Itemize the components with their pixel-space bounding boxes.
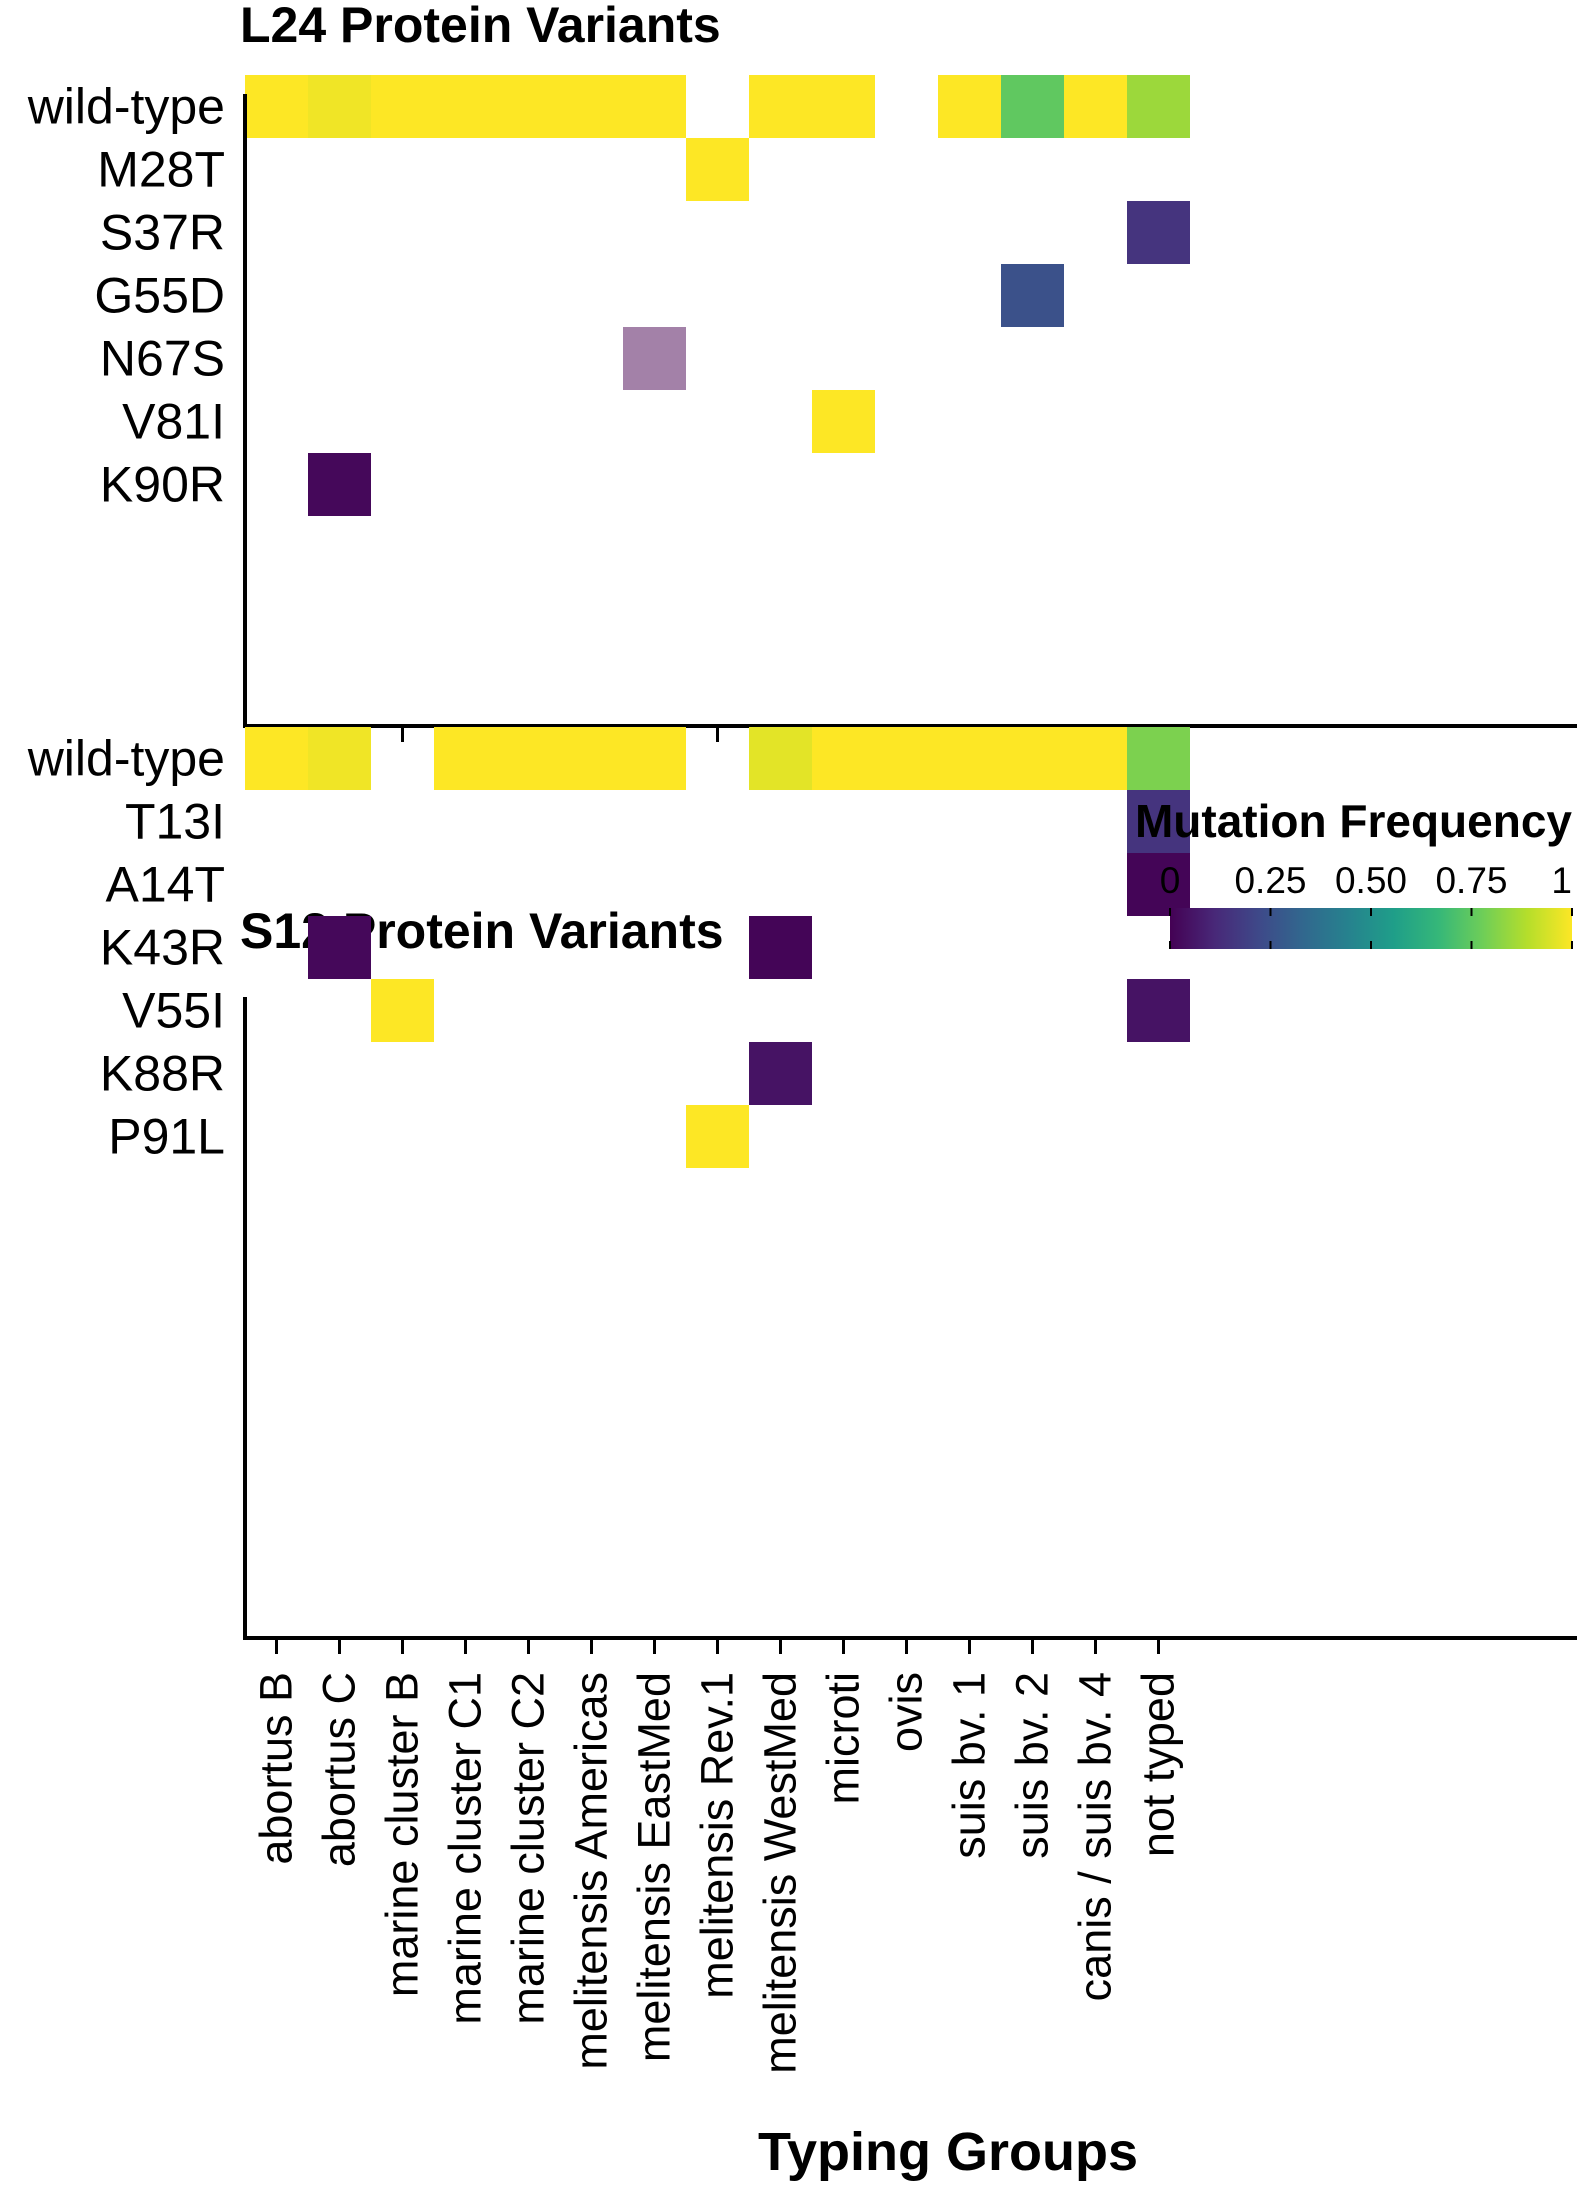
s12-cell-wild-type-melitensis-americas	[560, 727, 623, 790]
x-category-label-melitensis-eastmed: melitensis EastMed	[629, 1672, 680, 2062]
l24-heatmap-panel: L24 Protein Variants wild-type M28T S37R G5…	[27, 0, 1577, 742]
l24-row-label-n67s: N67S	[100, 331, 225, 387]
l24-cell-wild-type-canis-suis-bv-4	[1064, 75, 1127, 138]
l24-cell-wild-type-melitensis-westmed	[749, 75, 812, 138]
x-category-label-not-typed: not typed	[1133, 1672, 1184, 1857]
s12-cell-wild-type-abortus-c	[308, 727, 371, 790]
legend-ticks: 0 0.25 0.50 0.75 1	[1160, 860, 1573, 949]
s12-cell-k88r-melitensis-westmed	[749, 1042, 812, 1105]
l24-cell-wild-type-marine-cluster-b	[371, 75, 434, 138]
l24-cell-g55d-suis-bv-2	[1001, 264, 1064, 327]
l24-cell-wild-type-marine-cluster-c1	[434, 75, 497, 138]
x-category-label-suis-bv-2: suis bv. 2	[1007, 1672, 1058, 1859]
s12-cell-k43r-abortus-c	[308, 916, 371, 979]
s12-row-label-k43r: K43R	[100, 920, 225, 976]
l24-cell-s37r-not-typed	[1127, 201, 1190, 264]
l24-cell-wild-type-abortus-c	[308, 75, 371, 138]
legend-tick-label: 0.25	[1234, 860, 1306, 901]
s12-row-label-t13i: T13I	[125, 794, 225, 850]
l24-row-labels: wild-type M28T S37R G55D N67S V81I K90R	[27, 79, 225, 513]
x-category-label-microti: microti	[818, 1672, 869, 1805]
s12-cell-wild-type-melitensis-eastmed	[623, 727, 686, 790]
s12-cell-p91l-melitensis-rev-1	[686, 1105, 749, 1168]
s12-cell-wild-type-abortus-b	[245, 727, 308, 790]
s12-row-labels: wild-type T13I A14T K43R V55I K88R P91L	[27, 731, 225, 1165]
s12-heatmap-panel: S12 Protein Variants wild-typeT13IA14TK4…	[27, 727, 1577, 1654]
s12-cell-v55i-marine-cluster-b	[371, 979, 434, 1042]
s12-row-label-k88r: K88R	[100, 1046, 225, 1102]
x-category-label-suis-bv-1: suis bv. 1	[944, 1672, 995, 1859]
s12-cell-wild-type-suis-bv-2	[1001, 727, 1064, 790]
l24-row-label-v81i: V81I	[122, 394, 225, 450]
l24-cell-wild-type-abortus-b	[245, 75, 308, 138]
l24-cell-wild-type-suis-bv-1	[938, 75, 1001, 138]
x-category-label-ovis: ovis	[881, 1672, 932, 1752]
l24-row-label-g55d: G55D	[94, 268, 225, 324]
s12-cell-wild-type-melitensis-westmed	[749, 727, 812, 790]
l24-cell-wild-type-marine-cluster-c2	[497, 75, 560, 138]
legend-title: Mutation Frequency	[1135, 795, 1572, 847]
s12-x-ticks	[275, 1640, 1160, 1654]
l24-row-label-m28t: M28T	[97, 142, 225, 198]
s12-cell-k43r-melitensis-westmed	[749, 916, 812, 979]
l24-cell-v81i-microti	[812, 390, 875, 453]
x-category-label-melitensis-westmed: melitensis WestMed	[755, 1672, 806, 2074]
s12-cell-wild-type-not-typed	[1127, 727, 1190, 790]
x-category-label-melitensis-americas: melitensis Americas	[566, 1672, 617, 2070]
s12-row-label-v55i: V55I	[122, 983, 225, 1039]
legend-tick-label: 0.50	[1335, 860, 1407, 901]
l24-cell-wild-type-microti	[812, 75, 875, 138]
l24-row-label-s37r: S37R	[100, 205, 225, 261]
l24-cell-wild-type-suis-bv-2	[1001, 75, 1064, 138]
x-category-label-abortus-b: abortus B	[251, 1672, 302, 1865]
l24-row-label-wild-type: wild-type	[27, 79, 225, 135]
l24-cell-wild-type-melitensis-eastmed	[623, 75, 686, 138]
s12-cell-a14t-not-typed	[1127, 853, 1190, 916]
l24-cell-n67s-melitensis-eastmed	[623, 327, 686, 390]
l24-cell-wild-type-not-typed	[1127, 75, 1190, 138]
l24-cell-k90r-abortus-c	[308, 453, 371, 516]
legend-tick-label: 0	[1160, 860, 1181, 901]
s12-row-label-wild-type: wild-type	[27, 731, 225, 787]
legend-tick-label: 1	[1551, 860, 1572, 901]
l24-cell-m28t-melitensis-rev-1	[686, 138, 749, 201]
l24-chart-title: L24 Protein Variants	[240, 0, 721, 53]
s12-row-label-a14t: A14T	[105, 857, 225, 913]
l24-heatmap-cells	[245, 75, 1190, 516]
x-category-label-abortus-c: abortus C	[314, 1672, 365, 1867]
x-category-label-melitensis-rev-1: melitensis Rev.1	[692, 1672, 743, 1999]
l24-row-label-k90r: K90R	[100, 457, 225, 513]
s12-cell-wild-type-ovis	[875, 727, 938, 790]
s12-cell-wild-type-microti	[812, 727, 875, 790]
s12-cell-t13i-not-typed	[1127, 790, 1190, 853]
x-category-label-canis-suis-bv-4: canis / suis bv. 4	[1070, 1672, 1121, 2001]
s12-cell-wild-type-canis-suis-bv-4	[1064, 727, 1127, 790]
x-category-label-marine-cluster-b: marine cluster B	[377, 1672, 428, 1997]
s12-cell-wild-type-marine-cluster-c1	[434, 727, 497, 790]
x-category-label-marine-cluster-c2: marine cluster C2	[503, 1672, 554, 2025]
x-axis-title: Typing Groups	[758, 2122, 1138, 2182]
color-legend: Mutation Frequency 0 0.25 0.50 0.75 1	[1135, 795, 1573, 949]
s12-row-label-p91l: P91L	[108, 1109, 225, 1165]
legend-tick-label: 0.75	[1435, 860, 1507, 901]
s12-cell-v55i-not-typed	[1127, 979, 1190, 1042]
s12-cell-wild-type-suis-bv-1	[938, 727, 1001, 790]
s12-cell-wild-type-marine-cluster-c2	[497, 727, 560, 790]
x-category-label-marine-cluster-c1: marine cluster C1	[440, 1672, 491, 2025]
s12-heatmap-cells	[245, 727, 1190, 1168]
l24-cell-wild-type-melitensis-americas	[560, 75, 623, 138]
